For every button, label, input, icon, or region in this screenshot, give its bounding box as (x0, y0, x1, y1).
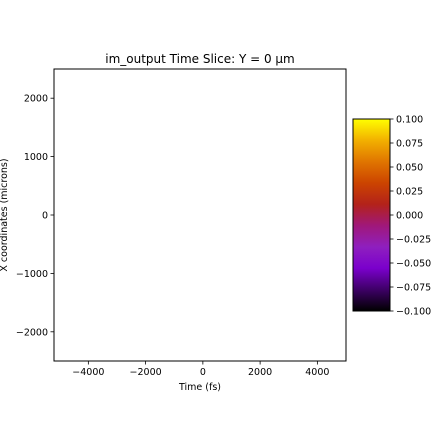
x-axis-label: Time (fs) (178, 382, 221, 393)
y-tick-label: 1000 (24, 152, 48, 163)
y-tick-label: −1000 (16, 269, 48, 280)
y-tick-label: 2000 (24, 94, 48, 105)
colorbar-tick-label: −0.050 (396, 259, 431, 270)
y-tick-label: −2000 (16, 327, 48, 338)
x-tick-label: −2000 (130, 367, 162, 378)
colorbar-tick-label: 0.000 (396, 211, 423, 222)
x-tick-label: −4000 (72, 367, 104, 378)
y-tick-label: 0 (42, 211, 48, 222)
y-axis: −2000 −1000 0 1000 2000 (16, 94, 54, 338)
x-tick-label: 2000 (248, 367, 272, 378)
colorbar-tick-label: 0.075 (396, 139, 423, 150)
colorbar-tick-label: 0.100 (396, 115, 423, 126)
x-tick-label: 0 (200, 367, 206, 378)
colorbar-tick-label: 0.025 (396, 187, 423, 198)
colorbar-tick-label: −0.100 (396, 307, 431, 318)
x-axis: −4000 −2000 0 2000 4000 (72, 361, 329, 378)
colorbar-tick-label: 0.050 (396, 163, 423, 174)
colorbar-tick-label: −0.075 (396, 283, 431, 294)
colorbar-tick-label: −0.025 (396, 235, 431, 246)
colorbar-axis: 0.100 0.075 0.050 0.025 0.000 −0.025 −0.050 −0.… (390, 115, 431, 318)
y-axis-label: X coordinates (microns) (0, 158, 10, 271)
colorbar (352, 118, 391, 312)
chart-title: im_output Time Slice: Y = 0 µm (105, 52, 295, 66)
plot-area (53, 68, 347, 362)
x-tick-label: 4000 (305, 367, 329, 378)
